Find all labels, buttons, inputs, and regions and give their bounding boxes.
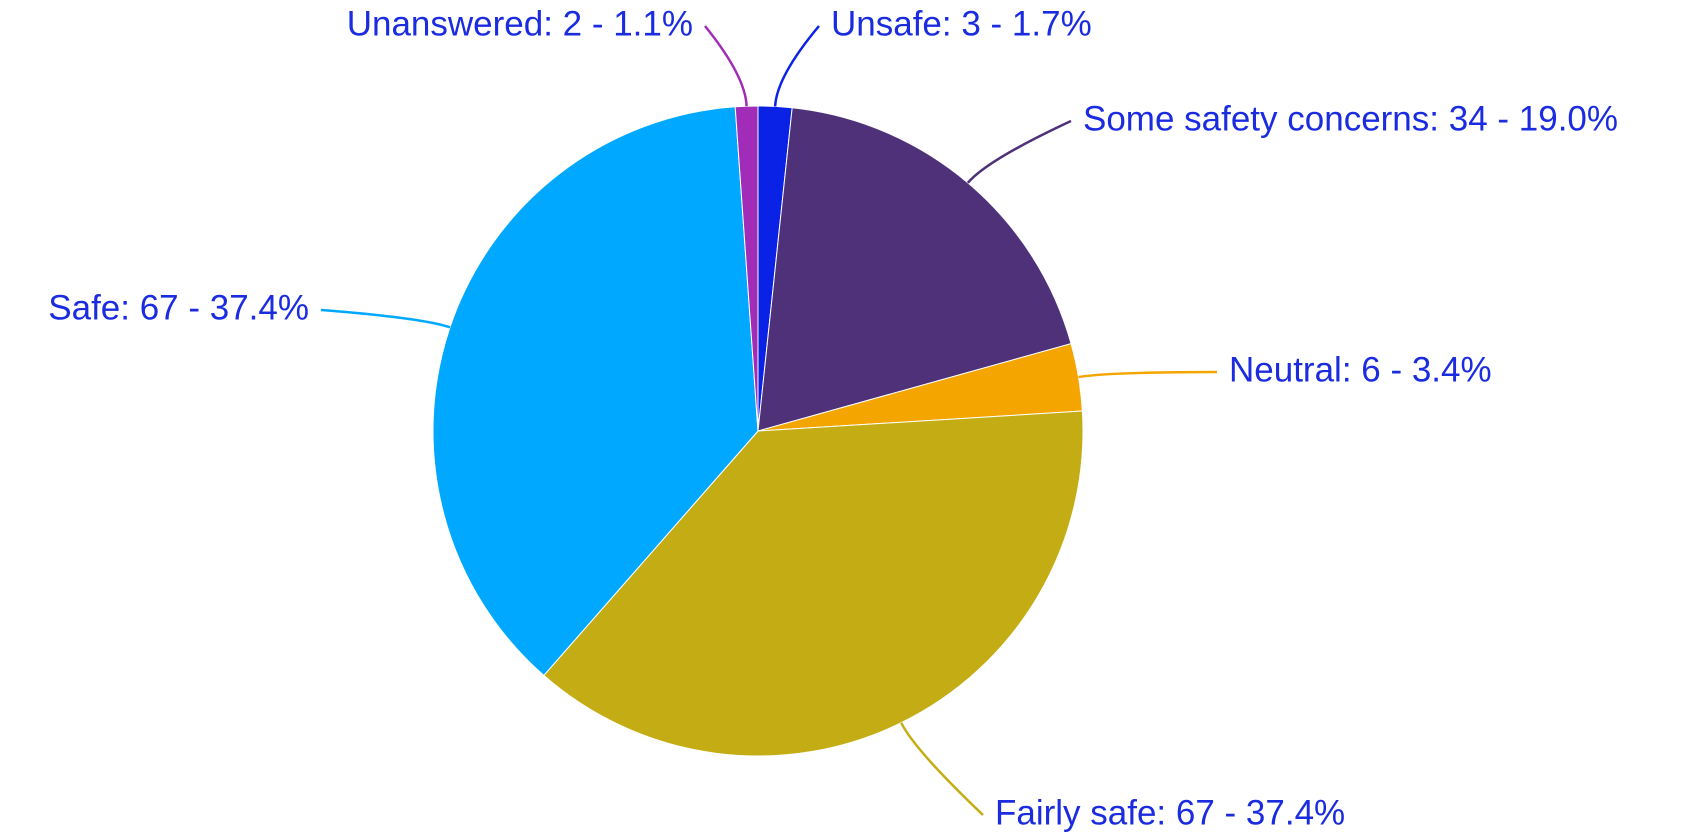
leader-line [320, 308, 451, 329]
leader-line [1078, 370, 1218, 379]
leader-line [773, 25, 820, 107]
data-label: Safe: 67 - 37.4% [48, 288, 309, 327]
leader-line [900, 722, 984, 816]
pie-slice [543, 410, 1084, 757]
pie-slice [734, 105, 759, 432]
pie-slice [432, 106, 759, 677]
data-label: Fairly safe: 67 - 37.4% [995, 793, 1345, 832]
data-label: Unanswered: 2 - 1.1% [347, 4, 693, 43]
data-label: Neutral: 6 - 3.4% [1229, 350, 1492, 389]
leader-line [966, 119, 1072, 184]
leader-line [704, 25, 748, 107]
data-label: Some safety concerns: 34 - 19.0% [1083, 99, 1618, 138]
data-label: Unsafe: 3 - 1.7% [831, 4, 1092, 43]
